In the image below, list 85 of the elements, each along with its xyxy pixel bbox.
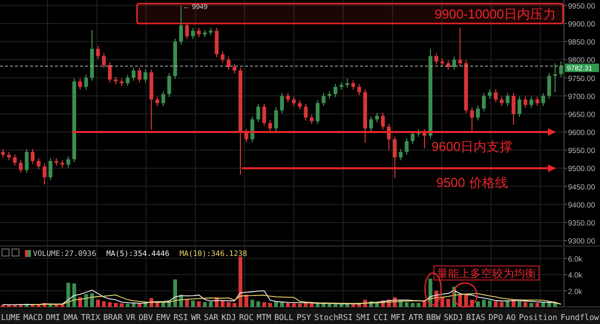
bar [488,300,492,307]
bar [84,294,88,307]
text: MFI [390,313,406,322]
bar [102,301,106,307]
text: Fundflow [560,313,600,322]
bar [196,301,201,307]
text: KDJ [222,313,236,322]
bar [138,303,142,307]
text: BRAR [103,313,123,322]
bar [529,302,534,307]
ref-line: 9600日内支撑 [72,128,556,154]
text: TRIX [80,313,100,322]
text: DMA [63,313,78,322]
bar [161,302,166,307]
bar [518,301,522,307]
text: SKDJ [444,313,463,322]
bar [422,301,426,307]
text: RSI [174,313,188,322]
bar [446,298,450,307]
bar [304,302,308,307]
text: MTM [256,313,272,322]
ref-line: 9500 价格线 [242,164,556,190]
bar [114,302,118,307]
text: AO [506,313,516,322]
text: EMV [156,313,171,322]
bar [202,302,207,307]
bar [334,304,338,307]
ref-line-label: 9600日内支撑 [432,139,512,154]
text: BOLL [274,313,294,322]
text: BBW [426,313,441,322]
bar [500,302,504,307]
text: SMI [356,313,370,322]
bar [78,297,82,307]
bar [404,302,409,307]
text: ROC [239,313,254,322]
bar [316,304,320,307]
bar [96,300,100,307]
bar [108,302,112,307]
bar [220,300,225,307]
bar [482,300,486,307]
bar [173,279,178,307]
bar [410,302,415,307]
text: DPO [488,313,504,322]
text: DMI [46,313,60,322]
text: CCI [373,313,388,322]
bar [268,302,272,307]
bar [292,303,296,307]
bar [553,302,557,307]
bar [208,302,213,307]
bar [191,300,195,307]
text: MACD [23,313,43,322]
text: VR [126,313,136,322]
annotation: 量能上多空较为均衡 [437,267,536,280]
bar [494,301,498,307]
text: BIAS [466,313,486,322]
bar [244,294,248,307]
bar [185,298,189,307]
bar [524,302,528,307]
bar [458,294,462,307]
bar [535,302,540,307]
bar [232,302,236,307]
bar [286,302,290,307]
bar [416,302,420,307]
bar [476,301,480,307]
text: LUME [1,313,20,322]
bar [126,304,130,307]
bar [256,301,260,307]
bar [262,302,266,307]
bar [90,293,94,307]
note: 量能上多空较为均衡 [434,266,540,280]
ref-line-label: 9500 价格线 [436,175,508,190]
bar [440,297,444,307]
text: WR [191,313,201,322]
text: ATR [408,313,424,322]
bar [464,294,468,307]
bar [226,302,230,307]
text: OBV [138,313,154,322]
bar [238,256,242,307]
text: Position [518,313,558,322]
band-label: 9900-10000日内压力 [434,6,556,22]
bar [274,301,278,307]
text: PSY [296,313,312,322]
text: StochRSI [314,313,353,322]
bar [250,300,254,307]
text: SAR [204,313,219,322]
